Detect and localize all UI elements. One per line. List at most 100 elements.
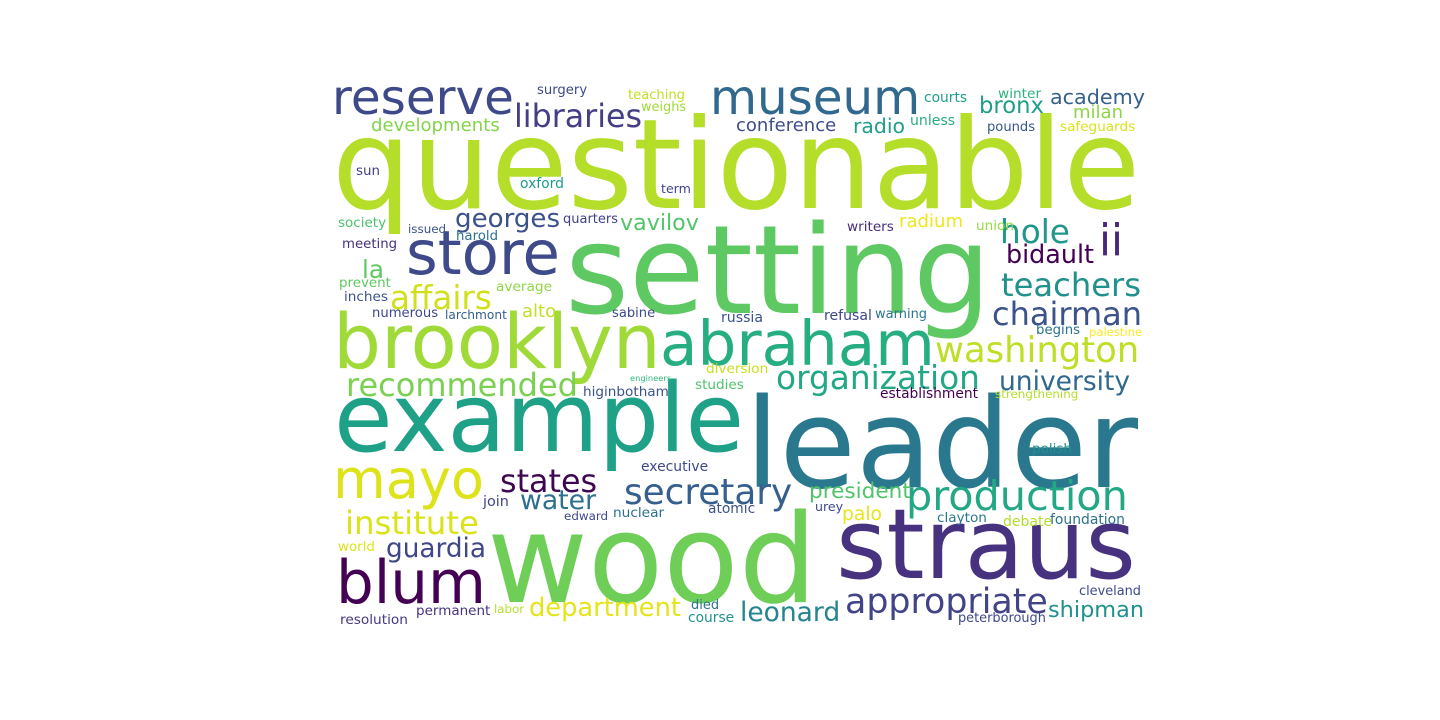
word-bidault: bidault [1006, 239, 1094, 270]
word-wood: wood [487, 489, 817, 633]
word-secretary: secretary [624, 471, 793, 513]
word-harold: harold [456, 228, 499, 244]
word-questionable: questionable [332, 92, 1141, 239]
word-urey: urey [815, 498, 844, 514]
word-unless: unless [910, 113, 956, 130]
word-abraham: abraham [660, 309, 935, 380]
word-shipman: shipman [1048, 597, 1145, 624]
word-bronx: bronx [979, 92, 1044, 119]
word-recommended: recommended [346, 365, 578, 404]
word-polish: polish [1032, 440, 1072, 457]
word-setting: setting [565, 198, 992, 342]
word-president: president [809, 478, 911, 504]
word-radio: radio [853, 114, 905, 138]
word-palestine: palestine [1089, 324, 1143, 339]
word-term: term [661, 180, 691, 196]
word-numerous: numerous [372, 306, 439, 322]
word-straus: straus [836, 487, 1136, 601]
word-union: union [976, 217, 1014, 234]
word-died: died [691, 598, 720, 614]
word-labor: labor [494, 602, 525, 617]
word-teaching: teaching [628, 88, 685, 104]
word-museum: museum [710, 69, 921, 126]
word-sabine: sabine [612, 306, 656, 322]
word-establishment: establishment [880, 386, 978, 403]
word-studies: studies [695, 376, 744, 393]
word-radium: radium [899, 211, 964, 233]
word-leonard: leonard [740, 597, 841, 629]
word-affairs: affairs [390, 279, 492, 317]
word-mayo: mayo [333, 447, 484, 511]
word-strengthening: strengthening [995, 387, 1079, 402]
word-resolution: resolution [340, 611, 408, 628]
word-russia: russia [721, 310, 763, 327]
word-surgery: surgery [537, 83, 588, 99]
word-department: department [529, 592, 681, 623]
word-libraries: libraries [514, 98, 643, 135]
word-course: course [688, 609, 735, 626]
word-winter: winter [998, 85, 1042, 102]
word-brooklyn: brooklyn [333, 297, 661, 386]
word-developments: developments [371, 115, 500, 137]
word-conference: conference [736, 115, 837, 137]
word-hole: hole [1000, 212, 1070, 251]
word-foundation: foundation [1050, 512, 1125, 529]
word-permanent: permanent [416, 602, 491, 619]
word-society: society [338, 214, 387, 231]
word-warning: warning [875, 307, 928, 323]
word-courts: courts [924, 90, 968, 107]
word-weighs: weighs [641, 100, 687, 116]
word-safeguards: safeguards [1060, 118, 1136, 135]
word-edward: edward [564, 509, 609, 524]
word-prevent: prevent [339, 275, 391, 291]
word-diversion: diversion [706, 360, 769, 377]
word-meeting: meeting [342, 236, 398, 252]
word-ii: ii [1099, 215, 1123, 266]
word-peterborough: peterborough [958, 611, 1046, 627]
word-join: join [483, 493, 509, 510]
word-begins: begins [1036, 322, 1081, 338]
word-quarters: quarters [563, 212, 619, 228]
word-washington: washington [935, 330, 1140, 372]
word-average: average [496, 278, 553, 295]
word-institute: institute [345, 504, 479, 543]
word-palo: palo [842, 503, 882, 525]
word-oxford: oxford [520, 176, 564, 193]
word-larchmont: larchmont [445, 308, 507, 323]
word-guardia: guardia [386, 534, 486, 565]
word-production: production [906, 472, 1128, 521]
word-world: world [338, 539, 375, 555]
word-refusal: refusal [824, 308, 872, 325]
word-writers: writers [847, 218, 894, 235]
word-alto: alto [522, 301, 557, 323]
word-water: water [520, 484, 597, 516]
word-states: states [500, 462, 598, 500]
word-reserve: reserve [332, 69, 514, 126]
word-sun: sun [356, 163, 380, 179]
word-example: example [334, 363, 745, 474]
word-academy: academy [1050, 84, 1145, 109]
word-leader: leader [745, 373, 1139, 518]
word-cleveland: cleveland [1079, 584, 1141, 600]
word-university: university [999, 366, 1131, 398]
word-blum: blum [336, 548, 486, 618]
word-teachers: teachers [1001, 266, 1142, 305]
word-vavilov: vavilov [620, 210, 699, 237]
word-clayton: clayton [937, 509, 987, 526]
word-engineers: engineers [630, 372, 672, 383]
word-milan: milan [1073, 102, 1123, 124]
word-nuclear: nuclear [613, 504, 665, 521]
word-issued: issued [408, 222, 447, 237]
word-chairman: chairman [992, 294, 1143, 333]
word-atomic: atomic [708, 500, 756, 517]
word-organization: organization [776, 358, 980, 397]
word-debate: debate [1003, 514, 1053, 531]
word-georges: georges [455, 204, 561, 235]
word-la: la [362, 254, 384, 284]
word-appropriate: appropriate [845, 581, 1048, 622]
word-executive: executive [641, 459, 709, 476]
word-store: store [406, 218, 561, 290]
word-higinbotham: higinbotham [583, 383, 669, 400]
word-inches: inches [344, 288, 388, 305]
